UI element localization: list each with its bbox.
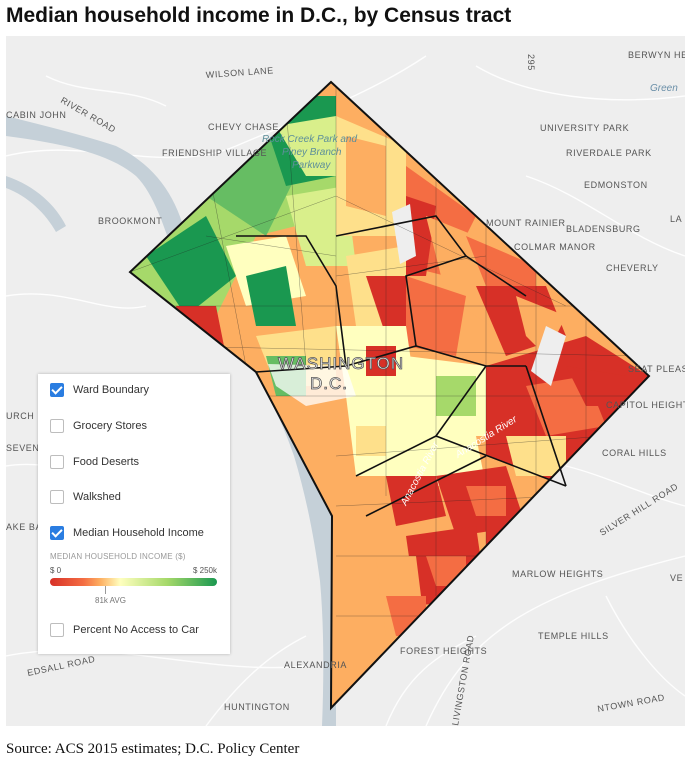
place-label: CABIN JOHN bbox=[6, 110, 67, 120]
layer-food-deserts[interactable]: Food Deserts bbox=[50, 453, 139, 471]
place-label: TEMPLE HILLS bbox=[538, 631, 609, 641]
park-label: Rock Creek Park and bbox=[262, 134, 357, 145]
place-label: BLADENSBURG bbox=[566, 224, 641, 234]
place-label: COLMAR MANOR bbox=[514, 242, 596, 252]
place-label: BERWYN HEIGHTS bbox=[628, 50, 685, 60]
checkbox-icon[interactable] bbox=[50, 526, 64, 540]
place-label: BROOKMONT bbox=[98, 216, 162, 226]
layer-label: Ward Boundary bbox=[73, 384, 150, 396]
place-label: ALEXANDRIA bbox=[284, 660, 347, 670]
layer-percent-no-access-to-car[interactable]: Percent No Access to Car bbox=[50, 621, 199, 639]
checkbox-icon[interactable] bbox=[50, 455, 64, 469]
source-caption: Source: ACS 2015 estimates; D.C. Policy … bbox=[6, 741, 300, 757]
place-label: CHEVY CHASE bbox=[208, 122, 279, 132]
map-canvas[interactable]: WILSON LANE RIVER ROAD CABIN JOHN CHEVY … bbox=[6, 36, 685, 726]
place-label: EDMONSTON bbox=[584, 180, 648, 190]
checkbox-icon[interactable] bbox=[50, 623, 64, 637]
scale-average-label: 81k AVG bbox=[95, 596, 126, 605]
layer-grocery-stores[interactable]: Grocery Stores bbox=[50, 417, 147, 435]
place-label: SILVER HILL ROAD bbox=[598, 481, 680, 538]
place-label: CHEVERLY bbox=[606, 263, 659, 273]
place-label: Green bbox=[650, 83, 678, 94]
layer-label: Walkshed bbox=[73, 491, 121, 503]
scale-title: MEDIAN HOUSEHOLD INCOME ($) bbox=[50, 552, 186, 561]
checkbox-icon[interactable] bbox=[50, 383, 64, 397]
page-title: Median household income in D.C., by Cens… bbox=[6, 4, 512, 27]
map-svg: WILSON LANE RIVER ROAD CABIN JOHN CHEVY … bbox=[6, 50, 685, 726]
layer-walkshed[interactable]: Walkshed bbox=[50, 488, 121, 506]
scale-max-label: $ 250k bbox=[192, 566, 217, 575]
place-label: NTOWN ROAD bbox=[597, 692, 666, 714]
place-label: RIVERDALE PARK bbox=[566, 148, 652, 158]
layer-label: Grocery Stores bbox=[73, 420, 147, 432]
national-mall bbox=[268, 364, 356, 406]
place-label: VE bbox=[670, 573, 683, 583]
checkbox-icon[interactable] bbox=[50, 490, 64, 504]
layer-label: Food Deserts bbox=[73, 456, 140, 468]
layer-label: Median Household Income bbox=[73, 527, 204, 539]
average-tick bbox=[105, 586, 106, 594]
place-label: CAPITOL HEIGHTS bbox=[606, 400, 685, 410]
city-label: D.C. bbox=[310, 374, 348, 393]
place-label: CORAL HILLS bbox=[602, 448, 667, 458]
place-label: HUNTINGTON bbox=[224, 702, 290, 712]
city-label: WASHINGTON bbox=[278, 354, 404, 373]
place-label: MARLOW HEIGHTS bbox=[512, 569, 603, 579]
park-label: Piney Branch bbox=[282, 147, 342, 158]
place-label: UNIVERSITY PARK bbox=[540, 123, 629, 133]
scale-min-label: $ 0 bbox=[50, 566, 62, 575]
place-label: URCH bbox=[6, 411, 34, 421]
layer-ward-boundary[interactable]: Ward Boundary bbox=[50, 381, 149, 399]
checkbox-icon[interactable] bbox=[50, 419, 64, 433]
ward-boundaries bbox=[128, 80, 651, 711]
place-label: FRIENDSHIP VILLAGE bbox=[162, 148, 267, 158]
layer-label: Percent No Access to Car bbox=[73, 624, 199, 636]
income-color-scale bbox=[50, 578, 217, 586]
place-label: WILSON LANE bbox=[205, 65, 274, 80]
place-label: MOUNT RAINIER bbox=[486, 218, 566, 228]
place-label: LA bbox=[670, 214, 682, 224]
place-label: EDSALL ROAD bbox=[26, 654, 96, 678]
layer-legend-panel: Ward Boundary Grocery Stores Food Desert… bbox=[38, 374, 230, 654]
place-label: 295 bbox=[526, 54, 536, 71]
layer-median-household-income[interactable]: Median Household Income bbox=[50, 524, 204, 542]
place-label: SEAT PLEASA bbox=[628, 364, 685, 374]
park-label: Parkway bbox=[292, 160, 331, 171]
place-label: RIVER ROAD bbox=[59, 95, 118, 135]
place-label: FOREST HEIGHTS bbox=[400, 646, 487, 656]
